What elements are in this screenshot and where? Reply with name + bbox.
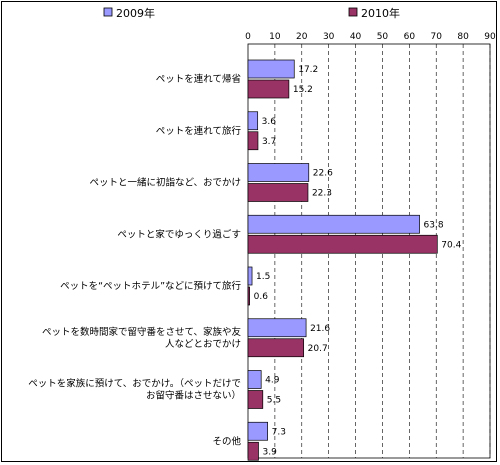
x-tick-label: 90 bbox=[484, 32, 496, 42]
bar-2010 bbox=[247, 131, 259, 151]
category-label: ペットを“ペットホテル”などに預けて旅行 bbox=[60, 280, 241, 292]
bar-2009 bbox=[247, 266, 253, 286]
data-label: 7.3 bbox=[272, 427, 286, 437]
data-label: 70.4 bbox=[441, 240, 461, 250]
data-label: 20.7 bbox=[308, 344, 328, 354]
x-tick-label: 80 bbox=[457, 32, 469, 42]
x-tick-label: 20 bbox=[296, 32, 308, 42]
bar-2009 bbox=[247, 163, 310, 182]
data-label: 3.7 bbox=[262, 137, 276, 147]
data-label: 63.8 bbox=[424, 220, 444, 230]
category-label: その他 bbox=[212, 435, 241, 447]
bar-2009 bbox=[247, 318, 307, 338]
x-tick-label: 10 bbox=[269, 32, 281, 42]
bar-2009 bbox=[247, 370, 262, 389]
x-tick-label: 40 bbox=[350, 32, 362, 42]
x-tick-label: 70 bbox=[430, 32, 442, 42]
legend-label-1: 2010年 bbox=[361, 6, 400, 20]
data-label: 0.6 bbox=[254, 292, 269, 302]
data-label: 3.6 bbox=[262, 117, 277, 127]
bar-2009 bbox=[247, 59, 295, 79]
category-label: ペットを連れて旅行 bbox=[156, 125, 242, 137]
data-label: 1.5 bbox=[256, 272, 270, 282]
data-label: 17.2 bbox=[298, 65, 318, 75]
data-label: 5.5 bbox=[267, 396, 281, 406]
category-label: ペットを家族に預けて、おでかけ。（ペットだけで bbox=[28, 378, 241, 390]
bar-2010 bbox=[247, 183, 309, 202]
bar-2010 bbox=[247, 79, 290, 99]
bar-2010 bbox=[247, 338, 305, 358]
x-tick-label: 60 bbox=[404, 32, 416, 42]
legend-swatch-1 bbox=[348, 7, 358, 17]
category-label: お留守番はさせない） bbox=[146, 390, 241, 402]
category-label: ペットを連れて帰省 bbox=[156, 73, 241, 85]
category-label: 人などとおでかけ bbox=[165, 339, 241, 350]
data-label: 15.2 bbox=[293, 85, 313, 95]
category-label: ペットと一緒に初詣など、おでかけ bbox=[89, 177, 241, 189]
bar-2009 bbox=[247, 111, 259, 131]
data-label: 4.9 bbox=[265, 376, 280, 386]
category-label: ペットと家でゆっくり過ごす bbox=[117, 228, 241, 240]
data-label: 21.6 bbox=[310, 324, 330, 334]
data-label: 22.6 bbox=[313, 169, 333, 179]
x-tick-label: 50 bbox=[377, 32, 389, 42]
bar-2010 bbox=[247, 441, 259, 461]
bar-2009 bbox=[247, 214, 420, 234]
legend-swatch-0 bbox=[103, 7, 113, 17]
bar-2010 bbox=[247, 390, 264, 409]
category-label: ペットを数時間家で留守番をさせて、家族や友 bbox=[42, 326, 242, 338]
data-label: 3.9 bbox=[262, 447, 277, 457]
bar-2010 bbox=[247, 234, 438, 254]
data-label: 22.3 bbox=[312, 189, 332, 199]
x-tick-label: 30 bbox=[323, 32, 335, 42]
x-tick-label: 0 bbox=[245, 32, 251, 42]
bar-2010 bbox=[247, 286, 250, 306]
legend-label-0: 2009年 bbox=[116, 6, 155, 20]
bar-2009 bbox=[247, 421, 268, 441]
